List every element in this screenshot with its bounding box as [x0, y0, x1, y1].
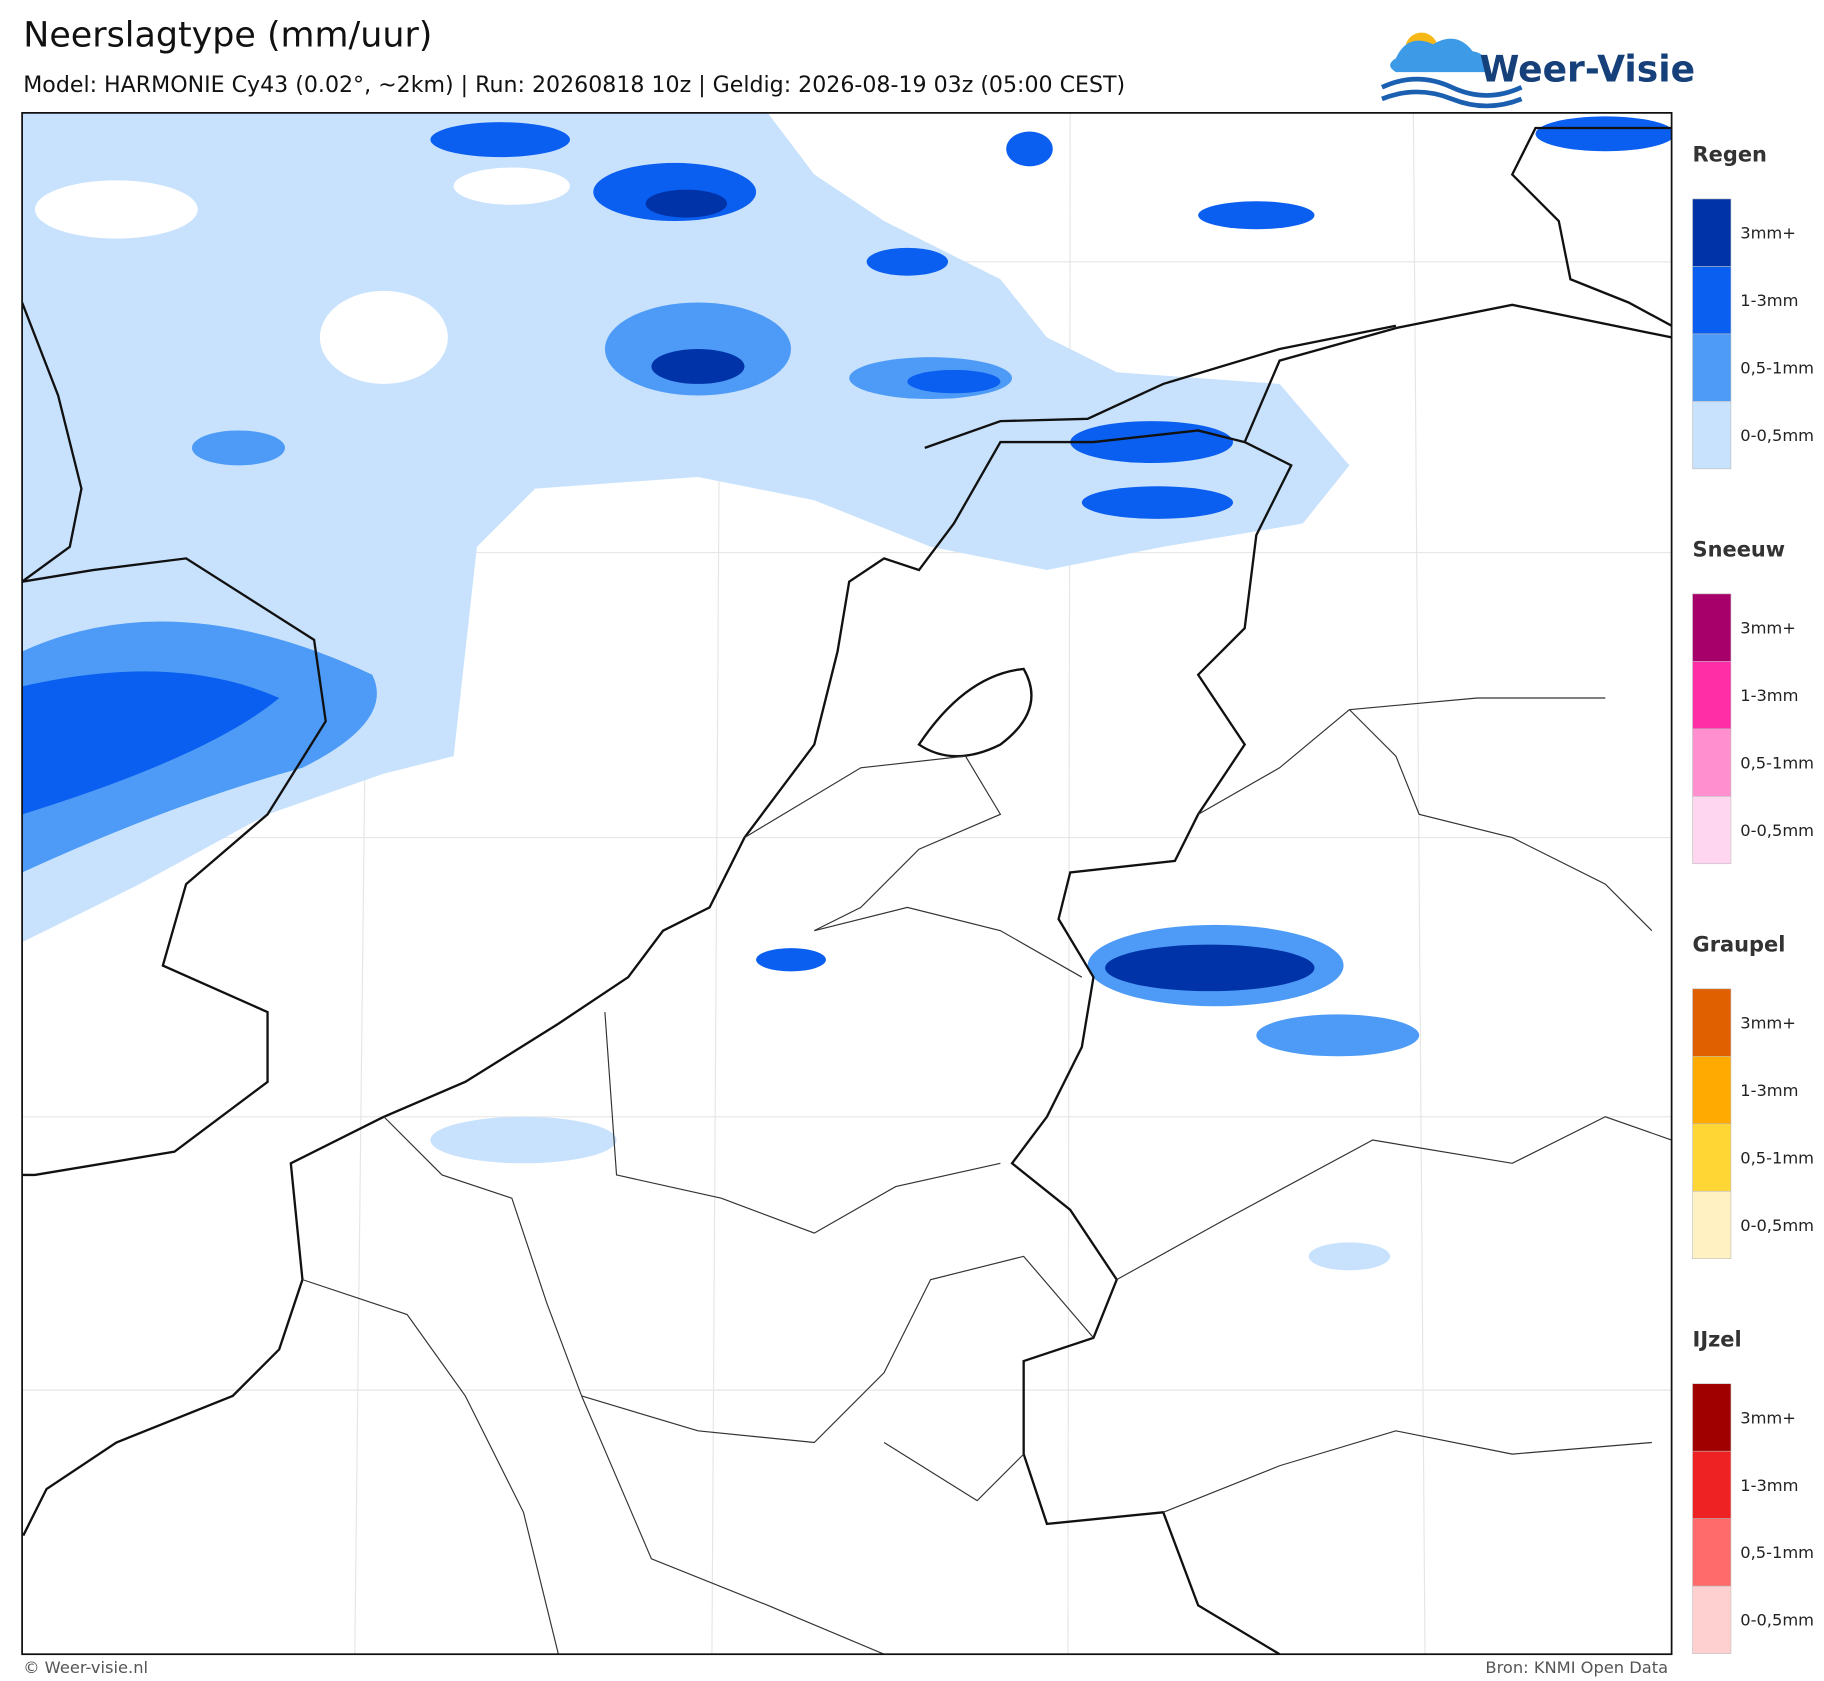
- legend-label: 0-0,5mm: [1740, 426, 1814, 445]
- legend-swatch: [1692, 796, 1732, 865]
- legend-swatch: [1692, 1585, 1732, 1654]
- legend-swatch: [1692, 266, 1732, 335]
- legend-swatch: [1692, 728, 1732, 797]
- legend-swatch: [1692, 1190, 1732, 1259]
- borders: [302, 697, 1672, 1655]
- legend-swatch: [1692, 661, 1732, 730]
- legend-group-title: Sneeuw: [1693, 538, 1786, 562]
- legend-swatch: [1692, 1055, 1732, 1125]
- legend-label: 1-3mm: [1740, 291, 1798, 310]
- coastlines: [22, 126, 1672, 1655]
- map: [22, 112, 1672, 1655]
- legend-label: 0,5-1mm: [1740, 358, 1814, 377]
- legend-swatch: [1692, 1383, 1732, 1452]
- legend-label: 0,5-1mm: [1740, 1543, 1814, 1562]
- legend-label: 0,5-1mm: [1740, 1148, 1814, 1167]
- legend-group-title: IJzel: [1693, 1328, 1742, 1352]
- legend-swatch: [1692, 1518, 1732, 1587]
- legend-label: 3mm+: [1740, 618, 1796, 637]
- legend-label: 1-3mm: [1740, 1476, 1798, 1495]
- legend-label: 0-0,5mm: [1740, 1611, 1814, 1630]
- legend-label: 1-3mm: [1740, 1081, 1798, 1100]
- legend-swatch: [1692, 1450, 1732, 1519]
- legend-label: 0-0,5mm: [1740, 1216, 1814, 1235]
- legend-label: 3mm+: [1740, 1408, 1796, 1427]
- legend-group-title: Graupel: [1693, 933, 1786, 957]
- legend-swatch: [1692, 593, 1732, 662]
- legend-swatch: [1692, 333, 1732, 402]
- footer-source: Bron: KNMI Open Data: [1485, 1658, 1668, 1677]
- legend-label: 3mm+: [1740, 1013, 1796, 1032]
- legend-swatch: [1692, 1123, 1732, 1192]
- legend-label: 0,5-1mm: [1740, 753, 1814, 772]
- logo: Weer-Visie: [1380, 32, 1695, 109]
- logo-text: Weer-Visie: [1480, 48, 1695, 90]
- legend-label: 0-0,5mm: [1740, 821, 1814, 840]
- precipitation: [22, 112, 1672, 1271]
- title: Neerslagtype (mm/uur): [23, 16, 432, 56]
- legend-label: 3mm+: [1740, 224, 1796, 243]
- legend: Regen 3mm+ 1-3mm 0,5-1mm 0-0,5mm Sneeuw 3mm+ 1-…: [1692, 143, 1814, 1654]
- subtitle: Model: HARMONIE Cy43 (0.02°, ~2km) | Run…: [23, 72, 1125, 98]
- footer-credit: © Weer-visie.nl: [23, 1658, 148, 1677]
- legend-group-title: Regen: [1693, 143, 1767, 167]
- legend-swatch: [1692, 401, 1732, 470]
- legend-swatch: [1692, 198, 1732, 267]
- map-frame: [21, 112, 1673, 1656]
- legend-swatch: [1692, 988, 1732, 1057]
- legend-label: 1-3mm: [1740, 686, 1798, 705]
